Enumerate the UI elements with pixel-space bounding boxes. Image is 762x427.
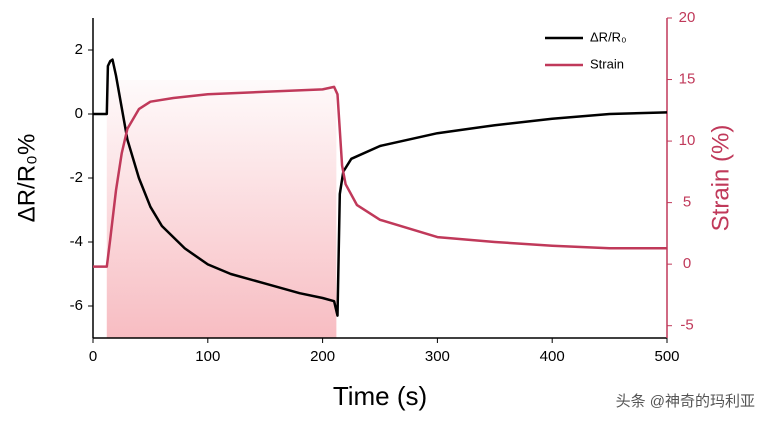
y2-tick-label: 15: [679, 71, 696, 88]
x-tick-label: 300: [425, 348, 450, 365]
x-tick-label: 400: [540, 348, 565, 365]
watermark: 头条 @神奇的玛利亚: [616, 393, 755, 410]
data-line: [93, 58, 668, 317]
y-tick-label: -6: [70, 297, 83, 314]
x-axis-label: Time (s): [333, 381, 427, 411]
shaded-region: [106, 80, 337, 338]
y2-axis-label: Strain (%): [707, 125, 734, 232]
x-tick-label: 0: [89, 348, 97, 365]
x-tick-label: 500: [654, 348, 679, 365]
y-tick-label: 0: [75, 105, 83, 122]
y2-tick-label: -5: [680, 317, 693, 334]
data-line: [93, 85, 667, 268]
y-axis-label: ΔR/R₀%: [13, 134, 40, 223]
y2-tick-label: 5: [683, 194, 691, 211]
legend-label: ΔR/R₀: [590, 29, 626, 44]
y2-tick-label: 0: [683, 255, 691, 272]
x-tick-label: 200: [310, 348, 335, 365]
y-tick-label: -2: [70, 169, 83, 186]
y-tick-label: -4: [70, 233, 83, 250]
x-tick-label: 100: [195, 348, 220, 365]
y2-tick-label: 20: [679, 9, 696, 26]
legend-label: Strain: [590, 56, 624, 71]
y-tick-label: 2: [75, 41, 83, 58]
y2-tick-label: 10: [679, 132, 696, 149]
